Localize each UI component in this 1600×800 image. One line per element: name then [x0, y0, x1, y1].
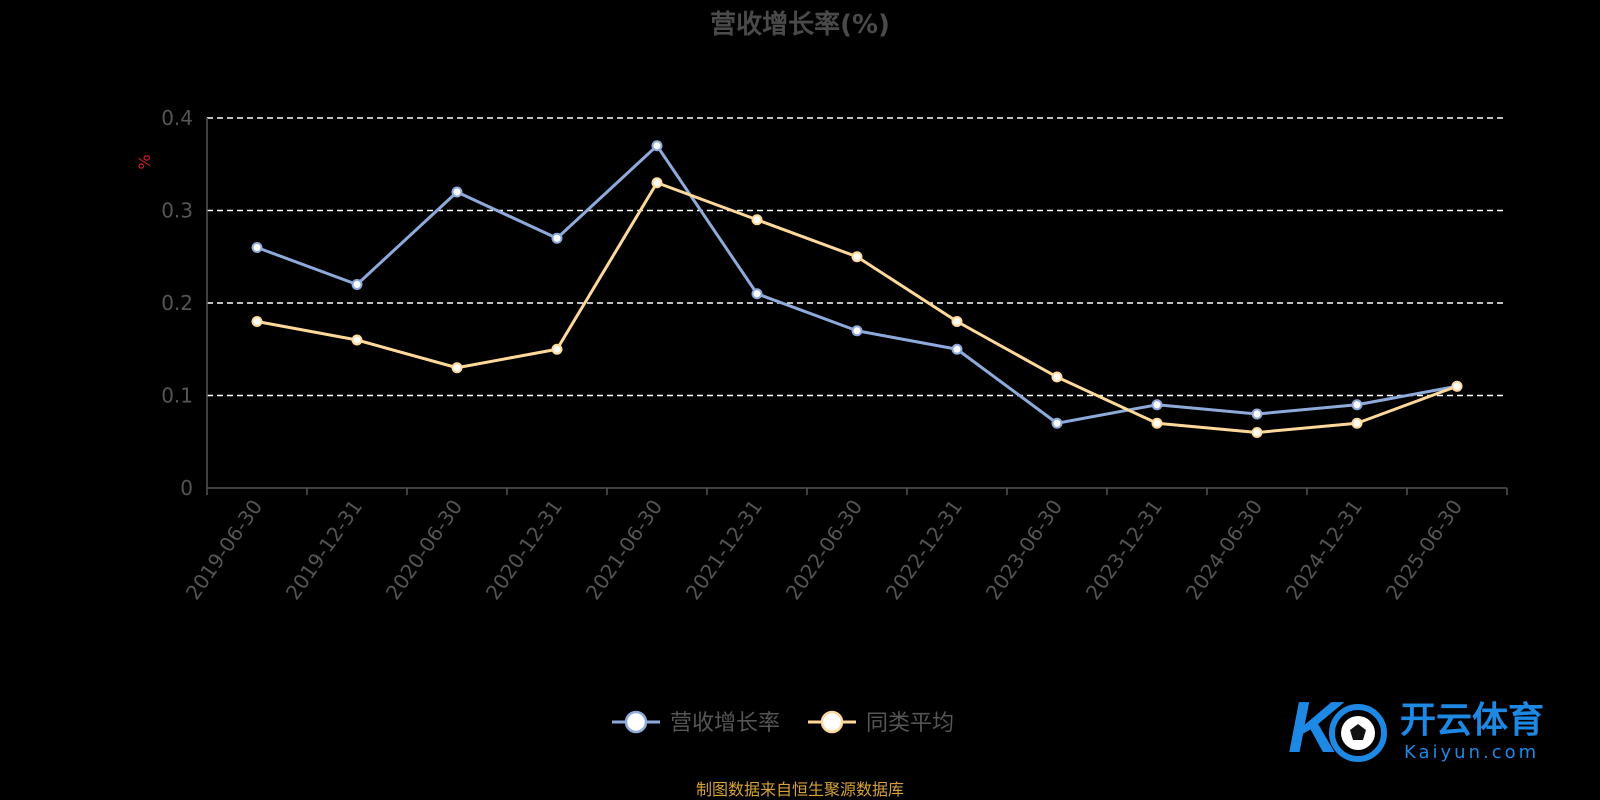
y-tick-label: 0.3 — [161, 199, 193, 223]
data-point[interactable] — [951, 316, 963, 327]
soccer-ball-patch — [1350, 724, 1366, 740]
series-2 — [251, 177, 1463, 438]
series-layer — [251, 140, 1463, 438]
data-point[interactable] — [251, 316, 263, 327]
x-tick-label: 2024-06-30 — [1181, 495, 1267, 604]
logo-ring — [1329, 704, 1387, 762]
legend-item[interactable]: 营收增长率 — [612, 710, 780, 736]
y-tick-label: 0.2 — [161, 291, 193, 315]
legend: 营收增长率 同类平均 — [612, 710, 954, 736]
y-axis-ticks: 0 0.1 0.2 0.3 0.4 — [161, 106, 193, 500]
data-point[interactable] — [851, 251, 863, 263]
grid-lines — [207, 117, 1507, 397]
y-tick-label: 0.4 — [161, 106, 193, 130]
series-line — [256, 144, 1458, 425]
x-tick-label: 2019-06-30 — [181, 495, 267, 604]
data-point[interactable] — [751, 288, 763, 300]
logo-letter-k: K — [1288, 688, 1345, 768]
data-point[interactable] — [1051, 417, 1063, 429]
data-point[interactable] — [651, 140, 663, 152]
legend-marker — [820, 710, 844, 734]
x-tick-label: 2021-12-31 — [681, 495, 767, 604]
data-point[interactable] — [651, 177, 663, 189]
data-point[interactable] — [1151, 417, 1163, 429]
watermark-brand: 开云体育 — [1400, 700, 1544, 741]
data-point[interactable] — [551, 343, 563, 355]
x-tick-label: 2022-12-31 — [881, 495, 967, 604]
data-point[interactable] — [451, 186, 463, 198]
data-point[interactable] — [351, 334, 363, 346]
data-point[interactable] — [951, 343, 963, 355]
data-point[interactable] — [1051, 371, 1063, 383]
x-tick-label: 2021-06-30 — [581, 495, 667, 604]
data-point[interactable] — [1251, 408, 1263, 420]
data-point[interactable] — [851, 325, 863, 337]
x-tick-label: 2020-06-30 — [381, 495, 467, 604]
data-point[interactable] — [1351, 399, 1363, 411]
data-point[interactable] — [451, 362, 463, 374]
data-point[interactable] — [251, 242, 263, 253]
y-tick-label: 0 — [180, 476, 193, 500]
data-point[interactable] — [751, 214, 763, 226]
y-tick-label: 0.1 — [161, 384, 193, 408]
y-axis-unit: % — [135, 154, 154, 169]
x-tick-label: 2020-12-31 — [481, 495, 567, 604]
chart-title: 营收增长率(%) — [710, 9, 890, 40]
data-point[interactable] — [1451, 380, 1463, 392]
data-point[interactable] — [1351, 417, 1363, 429]
data-point[interactable] — [1151, 399, 1163, 411]
logo-mark: K — [1288, 688, 1387, 768]
data-point[interactable] — [351, 279, 363, 290]
x-tick-label: 2023-12-31 — [1081, 495, 1167, 604]
legend-marker — [624, 710, 648, 734]
x-axis-ticks: 2019-06-30 2019-12-31 2020-06-30 2020-12-31… — [181, 495, 1467, 604]
legend-item[interactable]: 同类平均 — [808, 710, 954, 736]
x-tick-label: 2024-12-31 — [1281, 495, 1367, 604]
legend-label: 同类平均 — [866, 711, 954, 736]
x-tick-label: 2023-06-30 — [981, 495, 1067, 604]
watermark-domain: Kaiyun.com — [1404, 742, 1539, 763]
axes — [206, 118, 1508, 495]
series-1 — [251, 140, 1463, 429]
data-point[interactable] — [1251, 427, 1263, 438]
x-tick-label: 2019-12-31 — [281, 495, 367, 604]
x-tick-label: 2025-06-30 — [1381, 495, 1467, 604]
x-tick-label: 2022-06-30 — [781, 495, 867, 604]
source-note: 制图数据来自恒生聚源数据库 — [696, 780, 904, 799]
legend-label: 营收增长率 — [670, 711, 780, 736]
data-point[interactable] — [551, 232, 563, 244]
